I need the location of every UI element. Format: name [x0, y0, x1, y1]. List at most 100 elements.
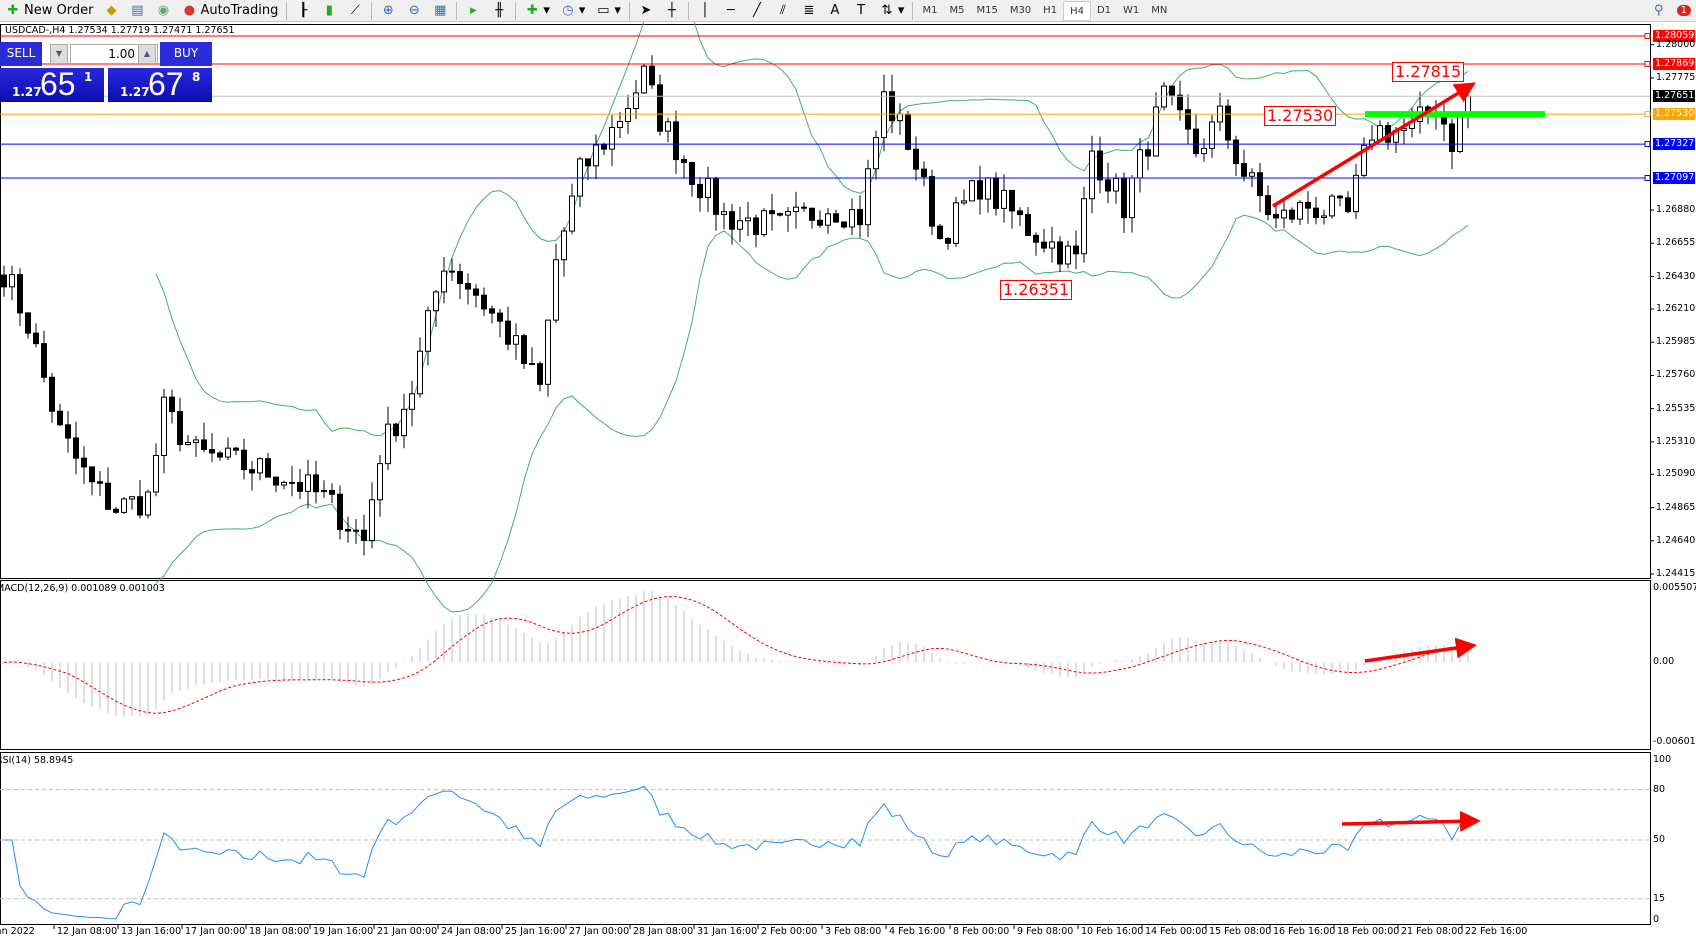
terminal-button[interactable]: ▤ — [124, 1, 150, 21]
candle — [153, 443, 159, 497]
cursor-button[interactable]: ➤ — [633, 1, 659, 21]
trend-arrow-rsi[interactable] — [1341, 810, 1481, 832]
candle — [601, 142, 607, 155]
lot-size-input[interactable]: 1.00 — [70, 44, 158, 64]
candle — [681, 155, 687, 179]
buy-button[interactable]: BUY — [160, 42, 212, 66]
candle — [417, 337, 423, 398]
trend-arrow-price[interactable] — [1272, 82, 1476, 208]
zoom-out-button[interactable]: ⊖ — [401, 1, 427, 21]
autotrading-button[interactable]: ● AutoTrading — [176, 1, 283, 21]
candle — [609, 114, 615, 167]
candle-chart-button[interactable]: ▮ — [316, 1, 342, 21]
templates-button[interactable]: ▭ ▾ — [597, 2, 621, 19]
price-annotation-high[interactable]: 1.27815 — [1392, 62, 1465, 82]
level-handle[interactable] — [1644, 61, 1651, 68]
time-axis-label: 2 Feb 00:00 — [761, 926, 818, 937]
timeframe-d1[interactable]: D1 — [1096, 4, 1112, 16]
candle — [1209, 115, 1215, 158]
candle — [1401, 118, 1407, 144]
level-handle[interactable] — [1644, 175, 1651, 182]
arrows-button[interactable]: ⇅ ▾ — [874, 1, 910, 21]
candle — [969, 179, 975, 202]
candle — [1457, 112, 1463, 154]
timeframe-mn[interactable]: MN — [1151, 4, 1168, 16]
candle — [241, 438, 247, 480]
timeframe-m15[interactable]: M15 — [976, 4, 998, 16]
buy-price[interactable]: 1.27 67 8 — [108, 66, 212, 102]
candle — [1441, 103, 1447, 142]
price-axis-label: 1.25310 — [1656, 435, 1696, 447]
candle — [49, 373, 55, 423]
time-axis-label: 28 Jan 08:00 — [633, 926, 694, 937]
trend-arrow-macd[interactable] — [1364, 637, 1477, 663]
fibonacci-icon: ≣ — [803, 2, 815, 18]
sell-price[interactable]: 1.27 65 1 — [0, 66, 104, 102]
candle — [857, 195, 863, 238]
timeframe-m30[interactable]: M30 — [1009, 4, 1032, 16]
time-axis-label: Jan 2022 — [0, 926, 35, 937]
candle — [65, 411, 71, 453]
chart-area[interactable] — [0, 22, 1696, 939]
sell-button[interactable]: SELL — [0, 42, 42, 66]
timeframe-h4[interactable]: H4 — [1063, 0, 1091, 21]
timeframe-m1[interactable]: M1 — [922, 4, 938, 16]
vertical-line-button[interactable]: │ — [692, 1, 718, 21]
price-axis-label: 1.26210 — [1656, 302, 1696, 314]
market-watch-button[interactable]: ◆ — [98, 1, 124, 21]
indicators-button[interactable]: ✚ ▾ — [519, 1, 555, 21]
candle — [105, 467, 111, 510]
price-axis-label: 1.26430 — [1656, 270, 1696, 282]
horizontal-line-button[interactable]: ─ — [718, 1, 744, 21]
timeframe-h1[interactable]: H1 — [1043, 4, 1058, 16]
timeframe-m5[interactable]: M5 — [949, 4, 965, 16]
crosshair-button[interactable]: ┼ — [659, 1, 685, 21]
price-annotation-mid[interactable]: 1.27530 — [1264, 106, 1337, 126]
lot-decrease-button[interactable]: ▼ — [50, 44, 68, 64]
lot-increase-button[interactable]: ▲ — [138, 44, 156, 64]
candle — [889, 74, 895, 134]
candle — [929, 169, 935, 235]
channel-button[interactable]: ⫽ — [770, 1, 796, 21]
cursor-icon: ➤ — [640, 2, 652, 18]
candle — [273, 476, 279, 493]
new-order-button[interactable]: ✚ New Order — [0, 1, 98, 21]
candle — [577, 156, 583, 208]
bar-chart-button[interactable]: ┠ — [290, 1, 316, 21]
autoscroll-button[interactable]: ▸ — [460, 1, 486, 21]
time-axis-label: 13 Jan 16:00 — [121, 926, 182, 937]
candle — [425, 306, 431, 366]
fibonacci-button[interactable]: ≣ — [796, 1, 822, 21]
trendline-button[interactable]: ╱ — [744, 1, 770, 21]
candle — [1273, 203, 1279, 229]
line-chart-button[interactable]: ⟋ — [342, 1, 368, 21]
sell-price-prefix: 1.27 — [12, 85, 42, 99]
text-button[interactable]: A — [822, 1, 848, 21]
level-handle[interactable] — [1644, 33, 1651, 39]
candle — [913, 136, 919, 181]
tile-windows-button[interactable]: ▦ — [427, 1, 453, 21]
candle — [937, 223, 943, 240]
price-annotation-low[interactable]: 1.26351 — [1000, 280, 1073, 300]
time-axis-label: 9 Feb 08:00 — [1017, 926, 1074, 937]
periods-button[interactable]: ◷ ▾ — [555, 1, 591, 21]
macd-axis-label: -0.006018 — [1653, 736, 1696, 747]
candle — [545, 319, 551, 397]
support-zone[interactable] — [1365, 111, 1545, 118]
text-label-button[interactable]: T — [848, 1, 874, 21]
candle — [89, 466, 95, 496]
level-handle[interactable] — [1644, 111, 1651, 118]
template-icon: ▭ — [597, 2, 610, 18]
candle — [161, 389, 167, 474]
search-button[interactable]: ⚲ — [1646, 1, 1672, 21]
timeframe-w1[interactable]: W1 — [1123, 4, 1140, 16]
time-axis-label: 12 Jan 08:00 — [57, 926, 118, 937]
candle — [529, 347, 535, 366]
candle — [881, 74, 887, 152]
zoom-in-button[interactable]: ⊕ — [375, 1, 401, 21]
signals-button[interactable]: ◉ — [150, 1, 176, 21]
notifications-button[interactable]: 1 — [1672, 1, 1696, 21]
candle — [225, 437, 231, 461]
level-handle[interactable] — [1644, 141, 1651, 148]
chart-shift-button[interactable]: ╫ — [486, 1, 512, 21]
